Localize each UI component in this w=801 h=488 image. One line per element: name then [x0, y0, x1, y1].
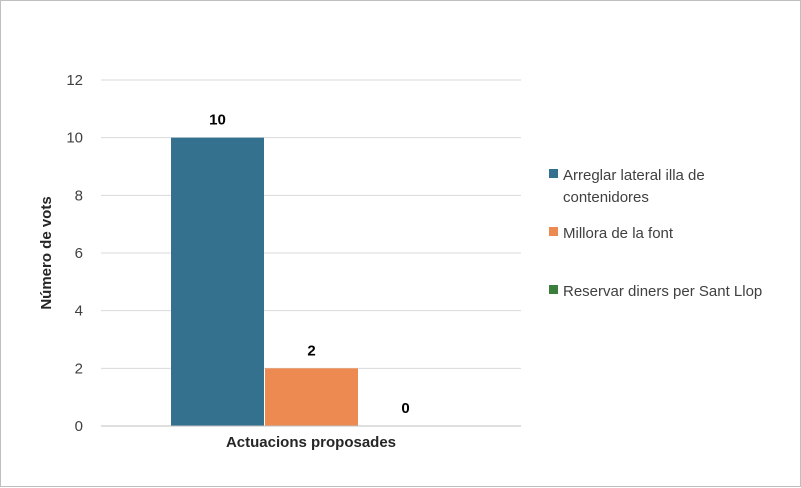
- data-label-1: 10: [209, 112, 226, 129]
- bar-1: [171, 137, 264, 426]
- y-tick-label-0: 0: [75, 418, 83, 435]
- legend-label-1: Arreglar lateral illa de: [563, 167, 705, 184]
- legend-label-2: Millora de la font: [563, 225, 674, 242]
- data-label-2: 2: [307, 342, 315, 359]
- y-tick-label-10: 10: [66, 130, 83, 147]
- y-axis-title: Número de vots: [38, 196, 55, 309]
- y-tick-label-8: 8: [75, 187, 83, 204]
- bars: [171, 137, 358, 426]
- gridlines: [101, 79, 521, 369]
- y-tick-label-6: 6: [75, 245, 83, 262]
- legend-label-1-line2: contenidores: [563, 189, 649, 206]
- data-label-3: 0: [401, 400, 409, 417]
- legend: Arreglar lateral illa de contenidores Mill…: [549, 167, 762, 300]
- y-tick-label-2: 2: [75, 360, 83, 377]
- y-tick-label-12: 12: [66, 72, 83, 89]
- y-tick-label-4: 4: [75, 303, 83, 320]
- legend-swatch-1: [549, 169, 558, 178]
- y-tick-labels: 0 2 4 6 8 10 12: [66, 72, 83, 435]
- bar-2: [265, 368, 358, 426]
- x-axis-title: Actuacions proposades: [226, 434, 396, 451]
- data-labels: 10 2 0: [209, 112, 410, 417]
- legend-swatch-3: [549, 285, 558, 294]
- legend-label-3: Reservar diners per Sant Llop: [563, 283, 762, 300]
- legend-swatch-2: [549, 227, 558, 236]
